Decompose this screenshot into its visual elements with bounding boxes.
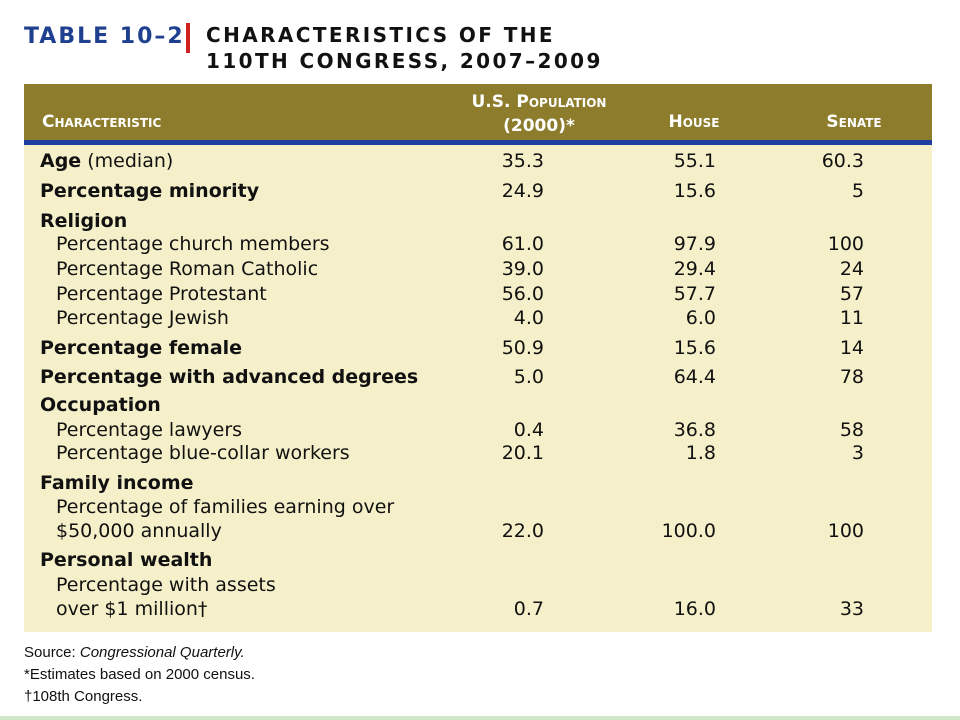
cell-senate: 33 [839,598,864,620]
table-row: Age (median) 35.3 55.1 60.3 [24,149,932,173]
cell-house: 16.0 [673,598,716,620]
table-heading-line2: 110TH CONGRESS, 2007–2009 [206,49,603,73]
header-house: House [668,112,720,132]
cell-population: 39.0 [501,258,544,280]
title-divider [186,23,190,53]
cell-senate: 58 [839,419,864,441]
row-label: Personal wealth [40,549,213,571]
table-header: Characteristic U.S. Population (2000)* H… [24,84,932,145]
row-label: Percentage Jewish [56,307,229,329]
cell-house: 100.0 [661,520,716,542]
table-row: Percentage lawyers 0.4 36.8 58 [24,418,932,442]
cell-senate: 3 [851,442,864,464]
cell-house: 55.1 [673,150,716,172]
cell-house: 97.9 [673,233,716,255]
source-note: Source: Congressional Quarterly. [24,642,255,664]
table-row: Percentage with advanced degrees 5.0 64.… [24,365,932,389]
row-label: Percentage minority [40,180,260,202]
cell-senate: 57 [839,283,864,305]
cell-population: 20.1 [501,442,544,464]
cell-senate: 100 [827,233,864,255]
cell-house: 6.0 [685,307,716,329]
table-row: Percentage Jewish 4.0 6.0 11 [24,306,932,330]
cell-house: 29.4 [673,258,716,280]
row-label-suffix: (median) [81,150,174,172]
table-number: TABLE 10–2 [24,24,185,49]
row-label: Percentage lawyers [56,419,243,441]
row-label-text: Age [40,150,82,172]
source-prefix: Source: [24,644,80,661]
header-characteristic: Characteristic [42,112,162,132]
cell-senate: 24 [839,258,864,280]
cell-population: 61.0 [501,233,544,255]
table-row: Percentage blue-collar workers 20.1 1.8 … [24,441,932,465]
cell-senate: 11 [839,307,864,329]
dagger-note: †108th Congress. [24,688,143,705]
table-heading: CHARACTERISTICS OF THE 110TH CONGRESS, 2… [206,22,603,74]
cell-population: 24.9 [501,180,544,202]
row-label: Family income [40,472,194,494]
table-row: Occupation [24,393,932,417]
row-label: Percentage church members [56,233,330,255]
bottom-divider [0,716,960,720]
table-row: Percentage church members 61.0 97.9 100 [24,232,932,256]
cell-population: 56.0 [501,283,544,305]
cell-house: 15.6 [673,180,716,202]
row-label: Percentage of families earning over [56,496,395,518]
table-row: Family income [24,471,932,495]
cell-senate: 78 [839,366,864,388]
row-label-age: Age (median) [40,149,173,173]
row-label: Percentage Protestant [56,283,267,305]
table-row: over $1 million† 0.7 16.0 33 [24,597,932,621]
cell-senate: 5 [851,180,864,202]
cell-house: 64.4 [673,366,716,388]
row-label: Percentage with advanced degrees [40,366,419,388]
row-label: Occupation [40,394,161,416]
table-row: Percentage with assets [24,573,932,597]
source-name: Congressional Quarterly. [79,644,245,661]
table-row: Religion [24,209,932,233]
cell-house: 1.8 [685,442,716,464]
header-senate: Senate [826,112,882,132]
estimate-note: *Estimates based on 2000 census. [24,666,255,683]
cell-population: 0.4 [513,419,544,441]
characteristics-table: Characteristic U.S. Population (2000)* H… [24,84,932,632]
cell-house: 15.6 [673,337,716,359]
table-row: Percentage female 50.9 15.6 14 [24,336,932,360]
cell-senate: 60.3 [821,150,864,172]
table-row: Percentage Protestant 56.0 57.7 57 [24,282,932,306]
cell-population: 4.0 [513,307,544,329]
table-heading-line1: CHARACTERISTICS OF THE [206,23,555,47]
row-label: Percentage female [40,337,243,359]
table-notes: Source: Congressional Quarterly. *Estima… [24,642,255,708]
cell-house: 57.7 [673,283,716,305]
row-label: Percentage Roman Catholic [56,258,319,280]
cell-population: 35.3 [501,150,544,172]
table-row: $50,000 annually 22.0 100.0 100 [24,519,932,543]
row-label: Religion [40,210,128,232]
cell-senate: 100 [827,520,864,542]
header-population-line1: U.S. Population [471,92,607,112]
row-label: over $1 million† [56,598,208,620]
table-row: Percentage minority 24.9 15.6 5 [24,179,932,203]
table-row: Percentage Roman Catholic 39.0 29.4 24 [24,257,932,281]
table-row: Personal wealth [24,548,932,572]
cell-population: 50.9 [501,337,544,359]
table-row: Percentage of families earning over [24,495,932,519]
cell-house: 36.8 [673,419,716,441]
row-label: $50,000 annually [56,520,222,542]
cell-population: 5.0 [513,366,544,388]
row-label: Percentage with assets [56,574,276,596]
header-population: U.S. Population (2000)* [444,90,634,138]
cell-population: 0.7 [513,598,544,620]
cell-senate: 14 [839,337,864,359]
row-label: Percentage blue-collar workers [56,442,350,464]
header-population-line2: (2000)* [503,116,575,136]
cell-population: 22.0 [501,520,544,542]
